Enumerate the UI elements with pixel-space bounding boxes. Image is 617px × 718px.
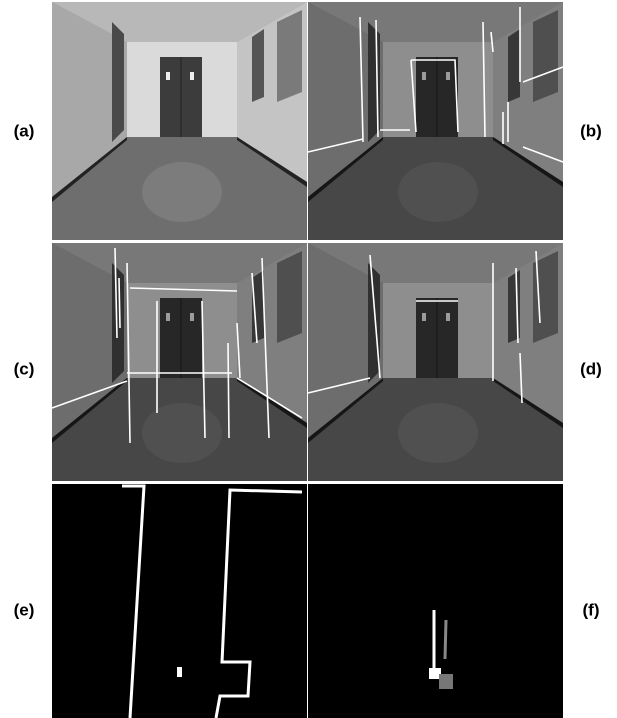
panel-label: (a) — [14, 121, 35, 140]
panel-e — [52, 484, 307, 718]
panel-a — [52, 2, 307, 240]
panel-d — [308, 243, 563, 481]
panel-label: (b) — [580, 121, 602, 140]
panel-f — [308, 484, 563, 718]
panel-label: (c) — [14, 359, 35, 378]
panel-c — [52, 243, 307, 481]
panel-label: (e) — [14, 600, 35, 619]
figure: (a) (b) (c) (d) (e) (f) — [0, 0, 617, 718]
panel-label: (d) — [580, 359, 602, 378]
panel-label: (f) — [583, 600, 600, 619]
panel-b — [308, 2, 563, 240]
page: (a) (b) (c) (d) (e) (f) (() => { const d… — [0, 0, 617, 718]
